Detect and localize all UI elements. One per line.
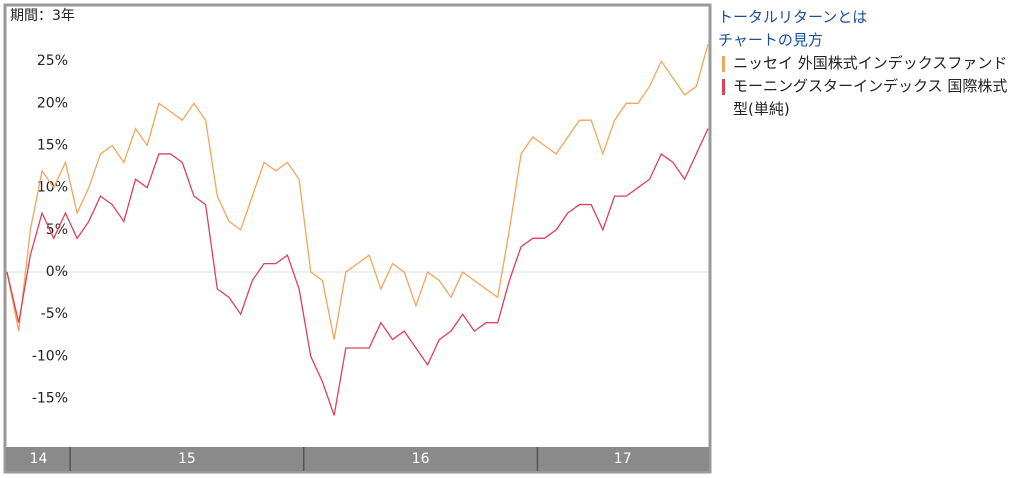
- y-tick-label: -15%: [32, 391, 68, 407]
- link[interactable]: トータルリターンとは: [718, 8, 868, 26]
- y-tick-label: 15%: [37, 138, 68, 154]
- legend-swatch: [722, 79, 725, 95]
- legend-swatch: [722, 56, 725, 72]
- series-line: [6, 44, 709, 340]
- y-tick-label: -10%: [32, 348, 68, 364]
- legend-entry: モーニングスターインデックス 国際株式型(単純): [718, 75, 1018, 121]
- chart: 期間：3年 25% 20% 15% 10% 5% 0% -5% -10% -15% 14 15 16 1…: [3, 3, 712, 474]
- link[interactable]: チャートの見方: [718, 31, 823, 49]
- series-line: [6, 128, 709, 416]
- y-tick-label: 0%: [46, 264, 68, 280]
- chart-frame: [3, 3, 712, 474]
- y-tick-label: 20%: [37, 95, 68, 111]
- period-label: 期間：3年: [10, 8, 75, 24]
- legend-label: モーニングスターインデックス 国際株式型(単純): [733, 77, 1008, 118]
- legend-label: ニッセイ 外国株式インデックスファンド: [733, 54, 1008, 72]
- y-tick-label: 25%: [37, 53, 68, 69]
- x-segment-label: 15: [178, 451, 196, 467]
- legend-entry: ニッセイ 外国株式インデックスファンド: [718, 52, 1018, 75]
- x-segment-label: 17: [614, 451, 632, 467]
- x-axis-bar: [6, 447, 709, 471]
- x-segment-label: 16: [412, 451, 430, 467]
- y-tick-label: 5%: [46, 222, 68, 238]
- side-panel: トータルリターンとは チャートの見方 ニッセイ 外国株式インデックスファンドモー…: [718, 6, 1018, 121]
- y-tick-label: 10%: [37, 180, 68, 196]
- y-tick-label: -5%: [41, 306, 68, 322]
- x-segment-label: 14: [30, 451, 48, 467]
